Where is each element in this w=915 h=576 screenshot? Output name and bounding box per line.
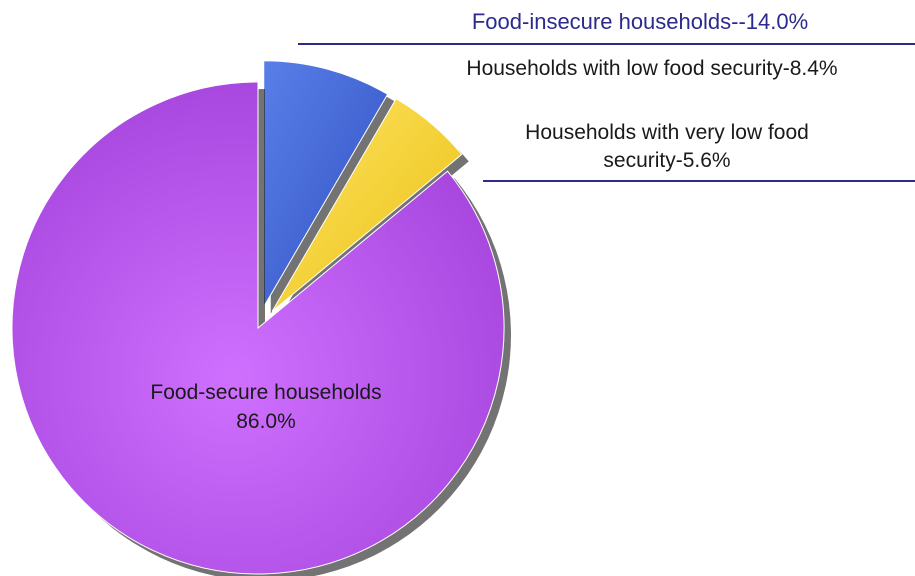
pie-slices — [11, 60, 511, 576]
slice-value-food-secure: 86.0% — [236, 410, 296, 433]
pie-slice-low-security-fill — [263, 60, 389, 309]
pie-slice-very-low-security-fill — [271, 98, 463, 312]
slice-label-food-secure: Food-secure households — [150, 381, 381, 404]
pie-slice-low-security — [263, 60, 395, 314]
pie-slice-very-low-security — [271, 98, 469, 319]
pie-slice-food-secure-fill — [11, 81, 505, 575]
slice-label-very-low-security-line2: security-5.6% — [603, 149, 730, 172]
pie-slice-food-secure — [11, 81, 511, 576]
slice-label-low-security: Households with low food security-8.4% — [466, 57, 837, 80]
slice-label-very-low-security-line1: Households with very low food — [525, 121, 809, 144]
group-label: Food-insecure households--14.0% — [472, 9, 808, 34]
